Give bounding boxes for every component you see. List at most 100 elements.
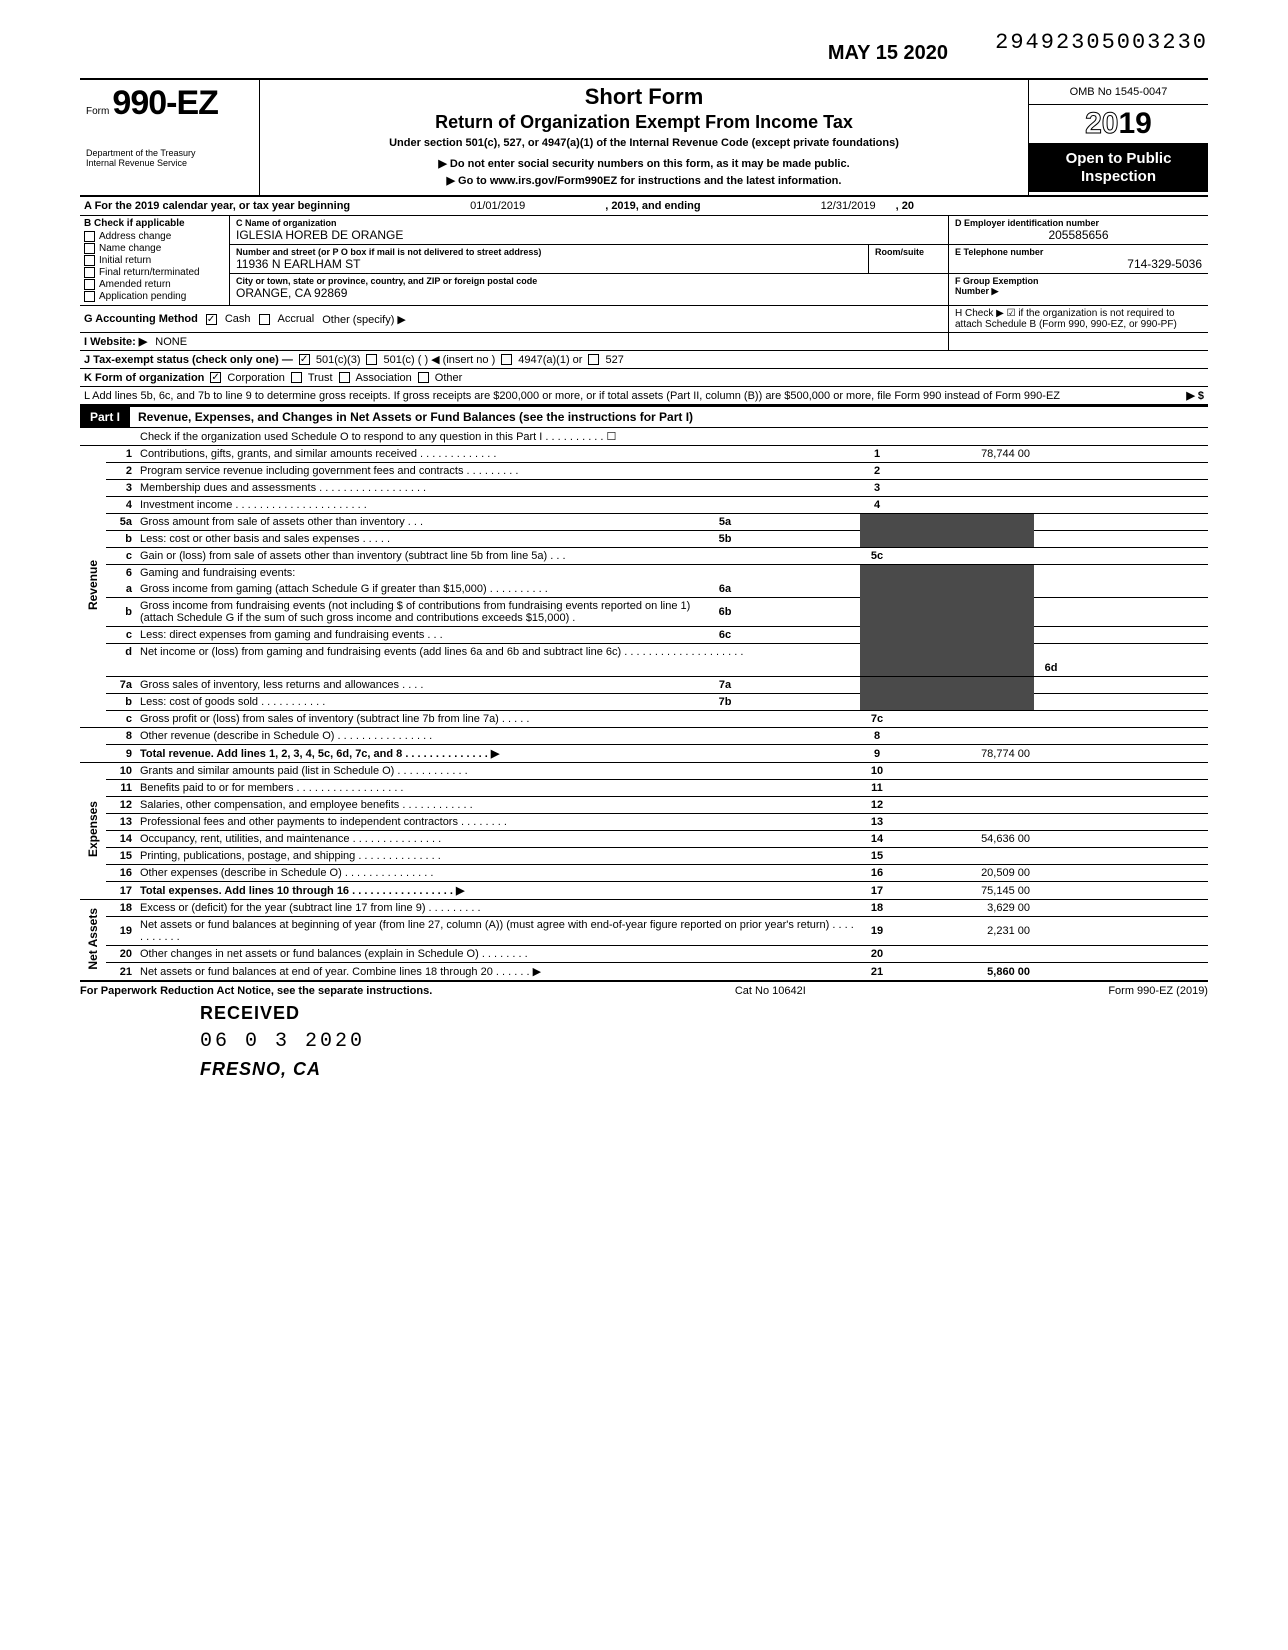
row6b-ib: 6b [700, 598, 750, 627]
row16-val: 20,509 00 [894, 865, 1034, 882]
row7a-num: 7a [106, 677, 136, 694]
chk-cash[interactable] [206, 314, 217, 325]
part1-tab: Part I [80, 407, 130, 427]
row21-desc: Net assets or fund balances at end of ye… [140, 966, 541, 978]
chk-final-return[interactable] [84, 267, 95, 278]
row3-val [894, 480, 1034, 497]
lbl-501c3: 501(c)(3) [316, 354, 361, 366]
row2-val [894, 463, 1034, 480]
row5c-val [894, 548, 1034, 565]
phone: 714-329-5036 [955, 257, 1202, 271]
received-date: 06 0 3 2020 [200, 1030, 1208, 1053]
chk-other-org[interactable] [418, 372, 429, 383]
label-room-suite: Room/suite [868, 245, 948, 273]
chk-initial-return[interactable] [84, 255, 95, 266]
omb-number: OMB No 1545-0047 [1029, 80, 1208, 105]
line-i: I Website: ▶ NONE [80, 333, 948, 350]
row15-num: 15 [106, 848, 136, 865]
row2-desc: Program service revenue including govern… [140, 465, 463, 477]
row6a-num: a [106, 581, 136, 598]
row20-val [894, 946, 1034, 963]
row20-num: 20 [106, 946, 136, 963]
part1-title: Revenue, Expenses, and Changes in Net As… [130, 407, 1208, 427]
line-j: J Tax-exempt status (check only one) — 5… [80, 351, 1208, 369]
row6c-ib: 6c [700, 627, 750, 644]
label-city: City or town, state or province, country… [236, 276, 537, 286]
row21-num: 21 [106, 963, 136, 981]
row20-rnum: 20 [860, 946, 894, 963]
chk-527[interactable] [588, 354, 599, 365]
ssn-warning: ▶ Do not enter social security numbers o… [268, 157, 1020, 170]
row15-rnum: 15 [860, 848, 894, 865]
lbl-accrual: Accrual [278, 313, 315, 325]
row5b-ib: 5b [700, 531, 750, 548]
side-revenue: Revenue [86, 560, 100, 610]
row1-num: 1 [106, 446, 136, 463]
lbl-initial-return: Initial return [99, 255, 151, 266]
row13-num: 13 [106, 814, 136, 831]
row11-val [894, 780, 1034, 797]
lbl-amended: Amended return [99, 279, 171, 290]
row12-num: 12 [106, 797, 136, 814]
row19-rnum: 19 [860, 917, 894, 946]
received-label: RECEIVED [200, 1003, 1208, 1024]
line-a-prefix: A For the 2019 calendar year, or tax yea… [84, 200, 350, 212]
row5b-num: b [106, 531, 136, 548]
label-group-exemption: F Group Exemption [955, 276, 1202, 286]
chk-501c[interactable] [366, 354, 377, 365]
row15-val [894, 848, 1034, 865]
row17-desc: Total expenses. Add lines 10 through 16 … [140, 885, 464, 897]
chk-corp[interactable] [210, 372, 221, 383]
row10-desc: Grants and similar amounts paid (list in… [140, 765, 394, 777]
form-word: Form [86, 106, 109, 117]
row20-desc: Other changes in net assets or fund bala… [140, 948, 479, 960]
row6d-num: d [106, 644, 136, 661]
chk-address-change[interactable] [84, 231, 95, 242]
lbl-other-org: Other [435, 372, 463, 384]
lbl-assoc: Association [356, 372, 412, 384]
row3-rnum: 3 [860, 480, 894, 497]
row10-num: 10 [106, 763, 136, 780]
lbl-527: 527 [605, 354, 623, 366]
line-l-arrow: ▶ $ [1186, 389, 1204, 402]
line-h-cont [948, 333, 1208, 350]
chk-assoc[interactable] [339, 372, 350, 383]
row6a-ib: 6a [700, 581, 750, 598]
row8-num: 8 [106, 728, 136, 745]
label-form-org: K Form of organization [84, 372, 204, 384]
chk-name-change[interactable] [84, 243, 95, 254]
chk-app-pending[interactable] [84, 291, 95, 302]
chk-trust[interactable] [291, 372, 302, 383]
row5a-num: 5a [106, 514, 136, 531]
received-stamp: RECEIVED 06 0 3 2020 FRESNO, CA [200, 1003, 1208, 1080]
open-to-public: Open to Public [1033, 150, 1204, 168]
row6d-desc: Net income or (loss) from gaming and fun… [140, 646, 621, 658]
row5c-rnum: 5c [860, 548, 894, 565]
chk-501c3[interactable] [299, 354, 310, 365]
row17-num: 17 [106, 882, 136, 900]
row16-rnum: 16 [860, 865, 894, 882]
row19-num: 19 [106, 917, 136, 946]
row13-desc: Professional fees and other payments to … [140, 816, 458, 828]
chk-4947[interactable] [501, 354, 512, 365]
lbl-final-return: Final return/terminated [99, 267, 200, 278]
subtitle: Under section 501(c), 527, or 4947(a)(1)… [268, 137, 1020, 149]
row9-num: 9 [106, 745, 136, 763]
footer-catno: Cat No 10642I [735, 985, 806, 997]
chk-accrual[interactable] [259, 314, 270, 325]
year-yy: 19 [1119, 107, 1152, 140]
org-street: 11936 N EARLHAM ST [236, 257, 862, 271]
row12-rnum: 12 [860, 797, 894, 814]
ein: 205585656 [955, 228, 1202, 242]
row8-rnum: 8 [860, 728, 894, 745]
row6d-val [1068, 660, 1208, 677]
goto-url: ▶ Go to www.irs.gov/Form990EZ for instru… [268, 174, 1020, 187]
row18-desc: Excess or (deficit) for the year (subtra… [140, 902, 426, 914]
label-street: Number and street (or P O box if mail is… [236, 247, 862, 257]
dept-irs: Internal Revenue Service [86, 159, 253, 169]
side-netassets: Net Assets [86, 908, 100, 970]
chk-amended[interactable] [84, 279, 95, 290]
row11-num: 11 [106, 780, 136, 797]
row18-num: 18 [106, 900, 136, 917]
row4-num: 4 [106, 497, 136, 514]
